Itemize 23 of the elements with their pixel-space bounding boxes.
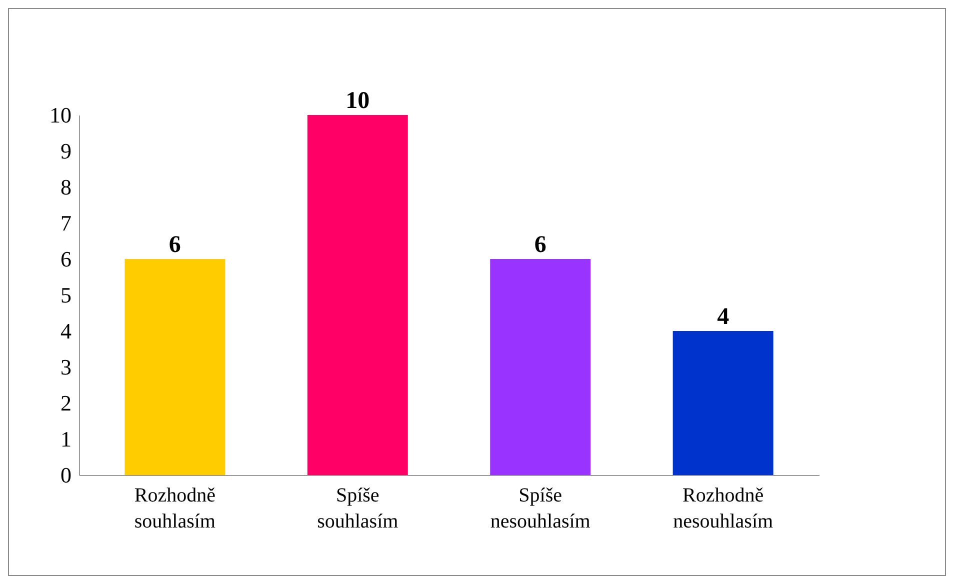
data-label: 6 xyxy=(534,232,546,258)
x-tick-label: Rozhodně nesouhlasím xyxy=(673,484,774,532)
y-tick-label: 7 xyxy=(60,210,72,236)
bar xyxy=(307,115,408,475)
bar xyxy=(672,331,774,475)
y-tick-label: 3 xyxy=(60,354,72,380)
y-tick-label: 6 xyxy=(60,246,72,272)
bar xyxy=(490,259,591,475)
x-tick-label: Spíše nesouhlasím xyxy=(490,484,591,532)
y-tick-label: 2 xyxy=(60,390,72,416)
bar xyxy=(124,259,226,475)
data-label: 10 xyxy=(346,88,370,114)
y-tick-label: 5 xyxy=(60,282,72,308)
x-tick-label: Rozhodně souhlasím xyxy=(134,484,216,532)
y-tick-label: 1 xyxy=(60,426,72,452)
data-label: 4 xyxy=(717,304,730,330)
y-tick-label: 9 xyxy=(60,138,72,164)
data-label: 6 xyxy=(168,232,181,258)
y-tick-label: 0 xyxy=(60,462,72,488)
y-tick-label: 8 xyxy=(60,174,72,200)
y-tick-label: 10 xyxy=(50,102,72,128)
y-tick-label: 4 xyxy=(60,318,72,344)
x-tick-label: Spíše souhlasím xyxy=(317,484,399,532)
